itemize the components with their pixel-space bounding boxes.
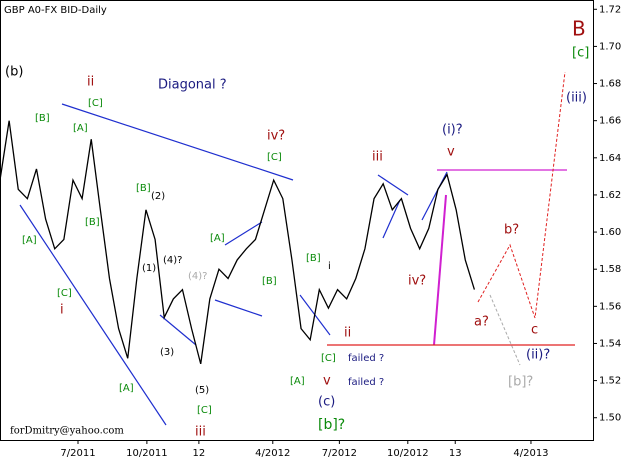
label: i	[328, 261, 331, 272]
label: [C]	[321, 353, 336, 364]
trend-lines	[19, 103, 448, 426]
label: Diagonal ?	[158, 78, 227, 93]
y-tick-label: 1.58	[599, 264, 621, 275]
x-tick-label: 10/2011	[126, 448, 168, 459]
y-tick-label: 1.64	[599, 153, 621, 164]
trend-line	[214, 299, 263, 317]
y-tick-label: 1.54	[599, 338, 621, 349]
trend-line	[159, 314, 197, 346]
label: (b)	[5, 65, 23, 80]
label: ii	[87, 75, 94, 90]
label: [A]	[22, 235, 37, 246]
y-tick-label: 1.50	[599, 413, 621, 424]
label: [A]	[119, 383, 134, 394]
x-tick-label: 4/2012	[255, 448, 290, 459]
target-line	[433, 194, 447, 346]
trend-line	[61, 103, 294, 181]
label: c	[531, 323, 538, 338]
trend-line	[19, 204, 167, 426]
trend-line	[382, 199, 401, 239]
y-tick-label: 1.66	[599, 116, 621, 127]
y-tick-label: 1.62	[599, 190, 621, 201]
label: [C]	[267, 152, 282, 163]
label: [c]	[572, 46, 589, 61]
trend-line	[377, 174, 409, 196]
label: [B]	[306, 253, 321, 264]
projection	[489, 294, 521, 366]
y-tick-label: 1.60	[599, 227, 621, 238]
label: [B]	[35, 113, 50, 124]
projection	[477, 71, 566, 319]
label: failed ?	[348, 377, 384, 388]
annotations: [B] [A] [C] [B] [B] [A] [C] [A] [A] [B] …	[5, 17, 589, 440]
label: [B]	[85, 217, 100, 228]
label: i	[60, 303, 64, 318]
chart-title: GBP A0-FX BID-Daily	[4, 5, 107, 16]
label: [B]	[136, 183, 151, 194]
y-tick-label: 1.72	[599, 4, 621, 15]
label: (4)?	[163, 255, 182, 266]
label: iii	[372, 150, 383, 165]
label: (5)	[195, 385, 209, 396]
trend-line	[224, 221, 263, 246]
label: (iii)	[566, 91, 587, 106]
label: [B]	[262, 276, 277, 287]
label: [b]?	[508, 375, 533, 390]
label: failed ?	[348, 353, 384, 364]
price-line	[0, 120, 476, 365]
label: [A]	[210, 233, 225, 244]
label: ii	[344, 326, 351, 341]
label: B	[572, 17, 586, 41]
label: a?	[474, 315, 489, 330]
x-tick-label: 7/2011	[60, 448, 95, 459]
y-tick-label: 1.56	[599, 301, 621, 312]
x-tick-label: 7/2012	[322, 448, 357, 459]
plot-frame	[0, 0, 594, 441]
label: (4)?	[188, 271, 207, 282]
label: [C]	[88, 98, 103, 109]
label: b?	[504, 223, 519, 238]
label: [b]?	[318, 417, 345, 433]
label: (c)	[318, 395, 335, 410]
footer: forDmitry@yahoo.com	[10, 426, 124, 437]
label: (ii)?	[526, 348, 550, 363]
label: (2)	[151, 191, 165, 202]
x-tick-label: 4/2013	[513, 448, 548, 459]
trend-line	[421, 171, 448, 221]
y-tick-label: 1.68	[599, 79, 621, 90]
label: (3)	[160, 347, 174, 358]
label: [C]	[197, 405, 212, 416]
x-tick-label: 13	[449, 448, 462, 459]
y-tick-label: 1.52	[599, 376, 621, 387]
label: v	[323, 374, 331, 389]
label: iv?	[408, 274, 426, 289]
x-tick-label: 10/2012	[387, 448, 429, 459]
label: v	[447, 145, 455, 160]
label: [A]	[290, 376, 305, 387]
label: [A]	[73, 123, 88, 134]
label: iv?	[267, 129, 285, 144]
x-tick-label: 12	[193, 448, 206, 459]
label: (1)	[142, 263, 156, 274]
label: iii	[195, 425, 206, 440]
label: [C]	[57, 288, 72, 299]
y-tick-label: 1.70	[599, 41, 621, 52]
label: (i)?	[442, 123, 463, 138]
